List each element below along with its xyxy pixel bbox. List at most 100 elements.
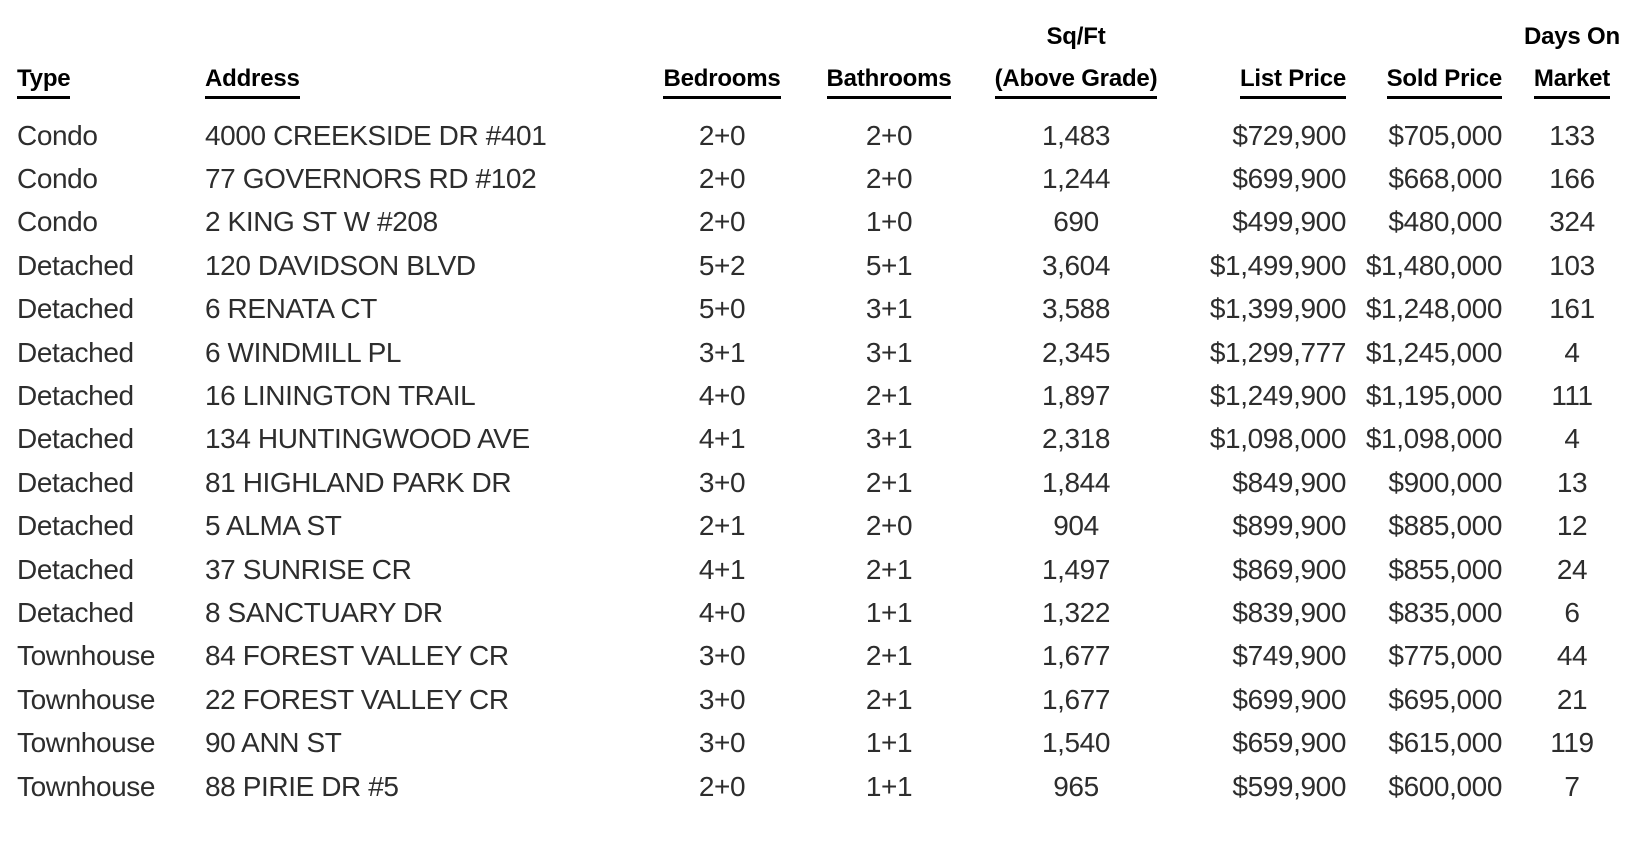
column-header-label: Market <box>1533 64 1610 99</box>
cell-list-price: $1,299,777 <box>1209 336 1347 368</box>
cell-address: 84 FOREST VALLEY CR <box>205 640 509 672</box>
cell-sqft-above-grade: 3,604 <box>1041 249 1111 281</box>
cell-type: Detached <box>17 466 134 498</box>
column-header-label: Address <box>205 64 300 99</box>
listing-row: Detached 134 HUNTINGWOOD AVE 4+1 3+1 2,318 $1… <box>17 418 1644 461</box>
cell-days-on-market: 103 <box>1549 249 1595 281</box>
cell-address: 6 RENATA CT <box>205 293 377 325</box>
cell-bathrooms: 2+1 <box>865 380 913 412</box>
cell-sold-price: $855,000 <box>1388 553 1502 585</box>
cell-list-price: $849,900 <box>1232 466 1346 498</box>
cell-type: Detached <box>17 553 134 585</box>
cell-address: 77 GOVERNORS RD #102 <box>205 163 537 195</box>
cell-address: 88 PIRIE DR #5 <box>205 770 399 802</box>
cell-sqft-above-grade: 965 <box>1053 770 1099 802</box>
cell-bedrooms: 5+0 <box>698 293 746 325</box>
cell-sold-price: $480,000 <box>1388 206 1502 238</box>
column-header-sqft-above-grade: Sq/Ft (Above Grade) <box>956 0 1196 101</box>
column-header-bathrooms: Bathrooms <box>822 0 956 101</box>
listing-row: Detached 37 SUNRISE CR 4+1 2+1 1,497 $869,900… <box>17 548 1644 591</box>
cell-list-price: $699,900 <box>1232 163 1346 195</box>
cell-bathrooms: 1+1 <box>865 727 913 759</box>
cell-sold-price: $600,000 <box>1388 770 1502 802</box>
cell-bedrooms: 2+0 <box>698 119 746 151</box>
column-header-type: Type <box>17 0 205 101</box>
cell-bedrooms: 2+0 <box>698 206 746 238</box>
cell-sqft-above-grade: 1,497 <box>1041 553 1111 585</box>
cell-days-on-market: 21 <box>1556 683 1588 715</box>
listing-row: Townhouse 22 FOREST VALLEY CR 3+0 2+1 1,677 $… <box>17 678 1644 721</box>
cell-type: Detached <box>17 380 134 412</box>
cell-sqft-above-grade: 690 <box>1053 206 1099 238</box>
cell-type: Detached <box>17 293 134 325</box>
cell-bedrooms: 2+1 <box>698 510 746 542</box>
cell-list-price: $749,900 <box>1232 640 1346 672</box>
column-header-days-on-market: Days On Market <box>1514 0 1644 101</box>
cell-type: Condo <box>17 206 98 238</box>
cell-sqft-above-grade: 1,677 <box>1041 683 1111 715</box>
cell-bathrooms: 3+1 <box>865 293 913 325</box>
cell-days-on-market: 24 <box>1556 553 1588 585</box>
cell-days-on-market: 44 <box>1556 640 1588 672</box>
cell-bedrooms: 3+0 <box>698 727 746 759</box>
cell-bedrooms: 5+2 <box>698 249 746 281</box>
cell-bathrooms: 3+1 <box>865 336 913 368</box>
cell-days-on-market: 6 <box>1564 596 1580 628</box>
cell-list-price: $729,900 <box>1232 119 1346 151</box>
cell-address: 5 ALMA ST <box>205 510 342 542</box>
column-header-list-price: List Price <box>1196 0 1356 101</box>
listing-row: Condo 4000 CREEKSIDE DR #401 2+0 2+0 1,483 $7… <box>17 101 1644 157</box>
cell-bedrooms: 2+0 <box>698 770 746 802</box>
cell-type: Townhouse <box>17 640 156 672</box>
column-header-top-label: Days On <box>1524 23 1620 50</box>
cell-address: 37 SUNRISE CR <box>205 553 412 585</box>
cell-days-on-market: 4 <box>1564 336 1580 368</box>
cell-sqft-above-grade: 3,588 <box>1041 293 1111 325</box>
cell-list-price: $869,900 <box>1232 553 1346 585</box>
column-header-top-label: Sq/Ft <box>1046 23 1106 50</box>
cell-address: 134 HUNTINGWOOD AVE <box>205 423 530 455</box>
cell-address: 2 KING ST W #208 <box>205 206 438 238</box>
cell-type: Condo <box>17 163 98 195</box>
cell-type: Detached <box>17 423 134 455</box>
cell-type: Townhouse <box>17 683 156 715</box>
listing-row: Townhouse 88 PIRIE DR #5 2+0 1+1 965 $599,900… <box>17 765 1644 808</box>
cell-bedrooms: 2+0 <box>698 163 746 195</box>
listing-row: Townhouse 90 ANN ST 3+0 1+1 1,540 $659,900 $61… <box>17 721 1644 764</box>
cell-address: 22 FOREST VALLEY CR <box>205 683 509 715</box>
listing-row: Detached 6 RENATA CT 5+0 3+1 3,588 $1,399,900… <box>17 288 1644 331</box>
cell-list-price: $1,098,000 <box>1209 423 1347 455</box>
cell-type: Detached <box>17 249 134 281</box>
listings-table: Type Address Bedrooms Bathrooms Sq/Ft (Above … <box>17 0 1644 808</box>
cell-list-price: $659,900 <box>1232 727 1346 759</box>
cell-sold-price: $615,000 <box>1388 727 1502 759</box>
listing-row: Condo 2 KING ST W #208 2+0 1+0 690 $499,900 $4… <box>17 201 1644 244</box>
header-row: Type Address Bedrooms Bathrooms Sq/Ft (Above … <box>17 0 1644 101</box>
cell-bedrooms: 4+0 <box>698 380 746 412</box>
cell-list-price: $839,900 <box>1232 596 1346 628</box>
cell-bathrooms: 1+1 <box>865 596 913 628</box>
column-header-bedrooms: Bedrooms <box>622 0 822 101</box>
column-header-label: Sold Price <box>1386 64 1502 99</box>
cell-sold-price: $1,195,000 <box>1365 380 1503 412</box>
cell-list-price: $499,900 <box>1232 206 1346 238</box>
cell-days-on-market: 166 <box>1549 163 1595 195</box>
cell-list-price: $899,900 <box>1232 510 1346 542</box>
cell-bathrooms: 5+1 <box>865 249 913 281</box>
listing-row: Detached 6 WINDMILL PL 3+1 3+1 2,345 $1,299,7… <box>17 331 1644 374</box>
column-header-label: List Price <box>1239 64 1346 99</box>
listing-row: Detached 16 LININGTON TRAIL 4+0 2+1 1,897 $1,… <box>17 374 1644 417</box>
cell-address: 120 DAVIDSON BLVD <box>205 249 476 281</box>
cell-bathrooms: 2+1 <box>865 466 913 498</box>
cell-list-price: $1,399,900 <box>1209 293 1347 325</box>
cell-bathrooms: 2+0 <box>865 163 913 195</box>
sold-listings-report: Type Address Bedrooms Bathrooms Sq/Ft (Above … <box>17 0 1644 808</box>
cell-sold-price: $1,480,000 <box>1365 249 1503 281</box>
column-header-sold-price: Sold Price <box>1356 0 1514 101</box>
cell-bathrooms: 2+1 <box>865 553 913 585</box>
cell-address: 4000 CREEKSIDE DR #401 <box>205 119 547 151</box>
cell-sqft-above-grade: 2,318 <box>1041 423 1111 455</box>
cell-list-price: $599,900 <box>1232 770 1346 802</box>
cell-sold-price: $705,000 <box>1388 119 1502 151</box>
column-header-label: Type <box>17 64 71 99</box>
